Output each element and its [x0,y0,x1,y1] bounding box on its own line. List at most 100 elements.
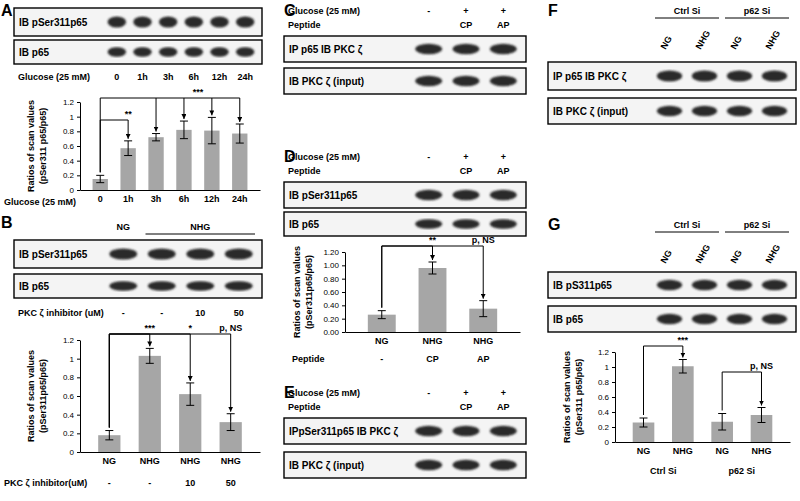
bar [139,356,161,452]
error-cap [679,373,687,374]
error-stem [381,311,382,319]
band [148,281,176,291]
band [225,281,253,291]
band [453,76,480,86]
group-line [146,234,256,235]
x-axis-line [81,452,261,453]
y-tick-mark [342,292,345,293]
error-stem [190,383,191,405]
error-cap [146,348,154,349]
y-tick-mark [77,452,80,453]
band [727,280,752,290]
y-axis-line [615,353,616,443]
band [762,314,787,324]
panel-letter: A [1,2,13,19]
error-bar [757,408,765,423]
band [148,248,176,259]
blot-label: IB p65 [289,219,319,230]
condition-label: Glucose (25 mM) [288,388,360,398]
bar-chart: 00.20.40.60.811.2NGNHGNGNHGRatios of sca… [562,335,791,476]
y-tick-label: 0.20 [323,315,339,324]
y-tick: 0.80 [323,275,345,284]
category-label: 0 [98,194,103,204]
lane-label: Ctrl Si [674,6,701,16]
band [692,314,717,324]
blot-label: IPpSer311p65 IB PKC ζ [289,426,398,438]
x-tick: NG [637,442,651,456]
bar-chart: 00.20.40.60.811.2NGNHGNHGNHGRatios of sc… [4,323,261,488]
y-tick: 1.00 [323,261,345,270]
blot-label: IP p65 IB PKC ζ [553,71,627,83]
band [210,47,228,57]
annotations: ****p, NS [109,323,242,428]
error-stem [100,175,101,182]
error-cap [640,427,648,428]
y-tick: 1.2 [598,348,615,357]
x-tick: 24h [232,190,248,204]
plot-marks [633,360,773,443]
x-tick: 6h [179,190,190,204]
band [159,47,177,57]
panel-b: BNGNHGPKC ζ inhibitor (uM)--1050IB pSer3… [1,214,262,318]
y-tick-label: 0.6 [63,392,75,401]
blot-label: IB PKC ζ (input) [289,76,364,88]
error-cap [236,124,244,125]
x-tick: NHG [473,332,493,346]
blot-label: IB pSer311p65 [289,190,358,201]
band [415,426,442,436]
band [692,280,717,290]
lane-label: - [427,388,430,398]
y-tick-mark [612,442,615,443]
y-tick-mark [612,412,615,413]
error-cap [96,175,104,176]
band [453,190,480,200]
y-tick: 0 [70,186,80,195]
band [490,219,517,229]
lane-label: 10 [195,308,205,318]
lane-label: 0 [114,72,119,82]
significance-arrow [761,372,762,406]
significance-arrow [230,334,231,412]
error-cap [124,155,132,156]
blot-frame [14,240,262,268]
significance-label: p, NS [750,361,773,371]
y-axis-line [80,103,81,191]
y-tick: 0 [605,438,615,447]
lane-label: NG [659,248,674,265]
y-tick-label: 0.8 [63,373,75,382]
lane-label: + [463,152,468,162]
significance-label: p, NS [472,235,495,245]
lane-label: p62 Si [744,6,771,16]
y-tick-label: 1.20 [323,248,339,257]
x-tick: NG [375,332,389,346]
y-tick-mark [612,367,615,368]
y-tick-label: 0.40 [323,301,339,310]
condition-label: Glucose (25 mM) [18,72,90,82]
lane-label: NHG [694,29,713,51]
category-label: 12h [204,194,220,204]
y-tick-label: 1.2 [63,336,75,345]
y-tick-label: 0.2 [598,423,610,432]
annotations: ***** [100,87,240,172]
subcategory-label: AP [477,354,490,364]
error-stem [183,121,184,139]
error-stem [483,301,484,317]
y-tick-mark [612,352,615,353]
group-line [725,232,789,233]
blot-bands [415,460,517,470]
band [453,460,480,470]
band [727,106,752,116]
lane-label: AP [497,20,510,30]
lane-label: CP [460,166,473,176]
significance-arrow [190,334,191,381]
y-tick-label: 0 [605,438,610,447]
error-cap [429,262,437,263]
blot-bands [415,76,517,86]
blot-frame [548,306,796,332]
lane-label: NG [117,222,131,232]
panel-letter: G [548,216,560,233]
y-tick: 1 [605,363,615,372]
y-tick-label: 0.80 [323,275,339,284]
blot-bands [657,70,787,81]
category-label: NG [103,456,117,466]
